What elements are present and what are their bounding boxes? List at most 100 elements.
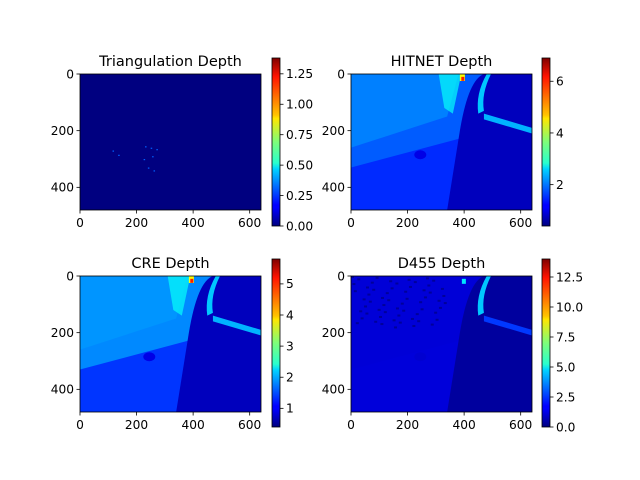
sparse-point <box>151 148 153 149</box>
depth-image <box>351 276 532 412</box>
colorbar-tick-label: 6 <box>556 75 564 89</box>
noise-patch <box>414 281 417 283</box>
noise-patch <box>421 308 424 310</box>
subplot-title: D455 Depth <box>398 256 486 272</box>
x-tick-label: 0 <box>347 418 355 432</box>
subplot-2: HITNET Depth0 200 400 6000200400 246 <box>322 54 564 230</box>
noise-patch <box>387 299 390 301</box>
noise-patch <box>376 277 379 279</box>
colorbar: 12345 <box>272 259 294 427</box>
noise-patch <box>397 315 400 317</box>
y-tick-label: 200 <box>322 326 345 340</box>
noise-patch <box>416 313 419 315</box>
noise-patch <box>365 313 368 315</box>
sparse-point <box>156 149 158 150</box>
colorbar-tick-label: 0.0 <box>556 420 575 434</box>
noise-patch <box>412 325 415 327</box>
sparse-point <box>145 146 147 147</box>
noise-patch <box>427 285 430 287</box>
noise-patch <box>352 283 355 285</box>
noise-patch <box>356 322 359 324</box>
noise-patch <box>354 290 357 292</box>
noise-patch <box>411 318 414 320</box>
noise-patch <box>371 282 374 284</box>
subplot-title: CRE Depth <box>131 256 209 272</box>
noise-patch <box>380 323 383 325</box>
x-tick-label: 600 <box>238 216 261 230</box>
colorbar-tick-label: 7.5 <box>556 330 575 344</box>
colorbar-tick-label: 0.00 <box>286 219 313 233</box>
noise-patch <box>409 286 412 288</box>
noise-patch <box>359 310 362 312</box>
noise-patch <box>423 289 426 291</box>
colorbar-tick-label: 2 <box>286 371 294 385</box>
colorbar-tick-label: 12.5 <box>556 270 583 284</box>
x-tick-label: 200 <box>396 418 419 432</box>
colorbar-tick-label: 1 <box>286 402 294 416</box>
hot-spot <box>461 77 464 81</box>
noise-patch <box>393 319 396 321</box>
hot-region <box>462 279 466 284</box>
sparse-point <box>113 151 115 152</box>
colorbar-tick-label: 3 <box>286 339 294 353</box>
colorbar-tick-label: 4 <box>286 308 294 322</box>
noise-patch <box>386 292 389 294</box>
depth-image <box>351 74 532 210</box>
noise-patch <box>379 316 382 318</box>
y-tick-label: 0 <box>337 269 345 283</box>
sparse-point <box>154 170 156 171</box>
noise-patch <box>357 278 360 280</box>
colorbar-gradient <box>542 58 550 226</box>
noise-patch <box>436 319 439 321</box>
y-tick-label: 0 <box>66 67 74 81</box>
colorbar-tick-label: 1.00 <box>286 98 313 112</box>
colorbar-gradient <box>542 259 550 427</box>
sparse-point <box>118 155 120 156</box>
noise-patch <box>432 280 435 282</box>
noise-patch <box>404 291 407 293</box>
subplot-title: HITNET Depth <box>391 54 493 70</box>
colorbar-gradient <box>272 58 280 226</box>
noise-patch <box>406 298 409 300</box>
hot-spot <box>190 279 193 283</box>
sparse-point <box>152 156 154 157</box>
noise-patch <box>426 277 429 279</box>
colorbar-tick-label: 0.75 <box>286 128 313 142</box>
y-tick-label: 400 <box>51 181 74 195</box>
x-tick-label: 0 <box>76 418 84 432</box>
y-tick-label: 200 <box>51 326 74 340</box>
noise-patch <box>402 310 405 312</box>
noise-patch <box>417 320 420 322</box>
subplot-1: Triangulation Depth 0 200 400 600 0 200 400 0.00… <box>51 54 313 233</box>
colorbar: 0.0 2.5 5.0 7.5 10.0 12.5 <box>542 259 583 434</box>
x-tick-label: 0 <box>76 216 84 230</box>
noise-patch <box>424 296 427 298</box>
subplot-title: Triangulation Depth <box>98 54 242 70</box>
noise-patch <box>361 317 364 319</box>
x-tick-label: 400 <box>181 418 204 432</box>
noise-patch <box>441 288 444 290</box>
depth-image <box>80 276 261 412</box>
noise-patch <box>431 324 434 326</box>
noise-patch <box>364 305 367 307</box>
x-tick-label: 400 <box>452 216 475 230</box>
sparse-point <box>144 159 146 160</box>
y-tick-label: 0 <box>337 67 345 81</box>
colorbar-gradient <box>272 259 280 427</box>
noise-patch <box>369 301 372 303</box>
noise-patch <box>366 286 369 288</box>
x-tick-label: 600 <box>509 418 532 432</box>
noise-patch <box>438 300 441 302</box>
x-tick-label: 600 <box>238 418 261 432</box>
y-tick-label: 400 <box>322 181 345 195</box>
colorbar-tick-label: 0.50 <box>286 158 313 172</box>
noise-patch <box>399 322 402 324</box>
noise-patch <box>389 280 392 282</box>
colorbar-tick-label: 2.5 <box>556 390 575 404</box>
noise-patch <box>395 283 398 285</box>
y-tick-label: 200 <box>51 124 74 138</box>
noise-patch <box>442 295 445 297</box>
noise-patch <box>439 307 442 309</box>
noise-patch <box>391 287 394 289</box>
y-tick-label: 400 <box>51 383 74 397</box>
